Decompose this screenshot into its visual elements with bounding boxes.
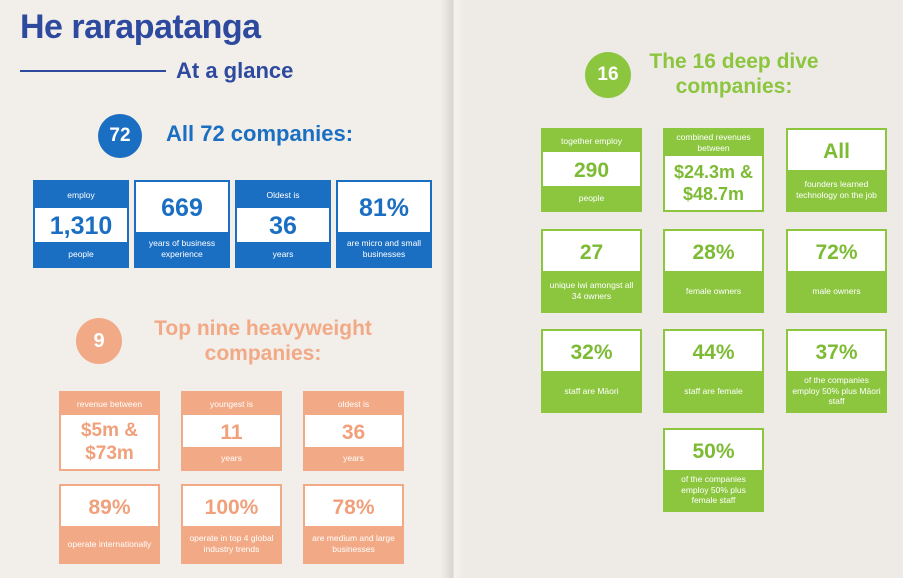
- stat-card-founders: All founders learned technology on the j…: [786, 128, 887, 212]
- badge-9: 9: [76, 318, 122, 364]
- stat-top: youngest is: [183, 393, 280, 415]
- stat-top: oldest is: [305, 393, 402, 415]
- stat-card-oldest: Oldest is 36 years: [235, 180, 331, 268]
- stat-value: 11: [220, 421, 243, 445]
- page-subtitle: At a glance: [176, 58, 294, 83]
- stat-value: 37%: [815, 341, 858, 365]
- stat-bottom: founders learned technology on the job: [788, 170, 885, 210]
- subtitle-rule: [20, 70, 166, 72]
- deep-dive-heading-line1: The 16 deep dive: [649, 50, 819, 73]
- stat-top: Oldest is: [237, 182, 329, 208]
- stat-bottom: operate internationally: [61, 526, 158, 562]
- badge-16-label: 16: [597, 64, 619, 85]
- page-title: He rarapatanga: [20, 8, 261, 46]
- stat-bottom: operate in top 4 global industry trends: [183, 526, 280, 562]
- stat-card-female-owners: 28% female owners: [663, 229, 764, 313]
- stat-card-revenue: revenue between $5m & $73m: [59, 391, 160, 471]
- stat-value: 28%: [692, 241, 735, 265]
- top-nine-heading-line1: Top nine heavyweight: [154, 317, 372, 340]
- stat-top: revenue between: [61, 393, 158, 415]
- all-companies-heading: All 72 companies:: [166, 121, 354, 146]
- stat-card-female-staff-companies: 50% of the companies employ 50% plus fem…: [663, 428, 764, 512]
- stat-value-line2: $73m: [85, 443, 134, 464]
- top-nine-heading-line2: companies:: [204, 342, 322, 366]
- stat-card-micro: 81% are micro and small businesses: [336, 180, 432, 268]
- stat-value: 50%: [692, 440, 735, 464]
- stat-value-line2: $48.7m: [682, 184, 745, 204]
- stat-bottom: unique iwi amongst all 34 owners: [543, 271, 640, 311]
- book-spine: [440, 0, 466, 578]
- stat-value: 1,310: [49, 212, 113, 240]
- stat-value: 669: [161, 194, 203, 222]
- stat-top: combined revenues between: [665, 130, 762, 156]
- stat-card-together-employ: together employ 290 people: [541, 128, 642, 212]
- stat-bottom: staff are female: [665, 371, 762, 411]
- stat-value: $5m & $73m: [61, 415, 158, 469]
- top-nine-heading: Top nine heavyweight companies:: [130, 316, 396, 366]
- badge-72-label: 72: [109, 125, 131, 146]
- stat-card-combined-revenues: combined revenues between $24.3m & $48.7…: [663, 128, 764, 212]
- stat-card-trends: 100% operate in top 4 global industry tr…: [181, 484, 282, 564]
- stat-bottom: years: [183, 447, 280, 469]
- stat-bottom: years: [237, 242, 329, 266]
- badge-72: 72: [98, 114, 142, 158]
- stat-bottom: people: [543, 186, 640, 210]
- stat-card-experience: 669 years of business experience: [134, 180, 230, 268]
- stat-top: employ: [35, 182, 127, 208]
- stat-bottom: years: [305, 447, 402, 469]
- stat-value: 32%: [570, 341, 613, 365]
- left-page: [0, 0, 452, 578]
- stat-card-staff-female: 44% staff are female: [663, 329, 764, 413]
- deep-dive-heading: The 16 deep dive companies:: [636, 49, 832, 99]
- stat-card-oldest-nine: oldest is 36 years: [303, 391, 404, 471]
- stat-bottom: years of business experience: [136, 232, 228, 266]
- stat-card-medium-large: 78% are medium and large businesses: [303, 484, 404, 564]
- stat-bottom: staff are Māori: [543, 371, 640, 411]
- stat-bottom: of the companies employ 50% plus Māori s…: [788, 371, 885, 411]
- stat-value: 81%: [358, 194, 410, 222]
- stat-value: 27: [579, 241, 604, 265]
- stat-value: 100%: [204, 496, 259, 520]
- badge-16: 16: [585, 52, 631, 98]
- stat-value: 36: [341, 421, 366, 445]
- stat-card-staff-maori: 32% staff are Māori: [541, 329, 642, 413]
- stat-value: 78%: [332, 496, 375, 520]
- stat-bottom: female owners: [665, 271, 762, 311]
- stat-bottom: are micro and small businesses: [338, 232, 430, 266]
- stat-value-line1: $5m &: [80, 420, 139, 442]
- stat-value: 290: [573, 159, 610, 183]
- stat-bottom: of the companies employ 50% plus female …: [665, 470, 762, 510]
- stat-card-iwi: 27 unique iwi amongst all 34 owners: [541, 229, 642, 313]
- stat-value: 72%: [815, 241, 858, 265]
- stat-value: 89%: [88, 496, 131, 520]
- stat-value: $24.3m & $48.7m: [665, 156, 762, 210]
- stat-card-employ: employ 1,310 people: [33, 180, 129, 268]
- stat-bottom: are medium and large businesses: [305, 526, 402, 562]
- stat-card-international: 89% operate internationally: [59, 484, 160, 564]
- stat-bottom: male owners: [788, 271, 885, 311]
- stat-value: 36: [269, 212, 297, 240]
- stat-value: All: [823, 140, 850, 164]
- badge-9-label: 9: [93, 329, 105, 352]
- deep-dive-heading-line2: companies:: [675, 75, 793, 99]
- stat-bottom: people: [35, 242, 127, 266]
- stat-card-male-owners: 72% male owners: [786, 229, 887, 313]
- stat-card-youngest: youngest is 11 years: [181, 391, 282, 471]
- stat-top: together employ: [543, 130, 640, 152]
- stat-value: 44%: [692, 341, 735, 365]
- stat-value-line1: $24.3m &: [673, 162, 754, 183]
- stat-card-maori-staff-companies: 37% of the companies employ 50% plus Māo…: [786, 329, 887, 413]
